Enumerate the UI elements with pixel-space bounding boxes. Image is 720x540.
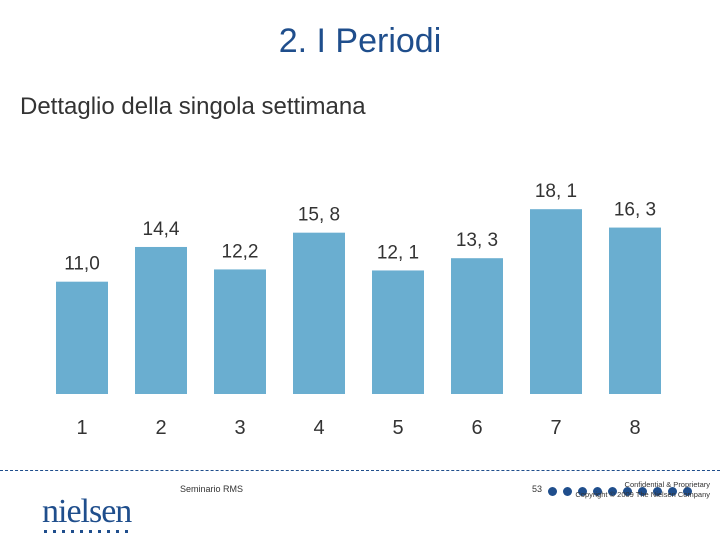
data-label-7: 18, 1 (535, 181, 577, 202)
data-label-6: 13, 3 (456, 230, 498, 251)
data-label-1: 11,0 (64, 254, 100, 275)
category-label-7: 7 (550, 417, 561, 439)
data-label-4: 15, 8 (298, 205, 340, 226)
bar-3 (214, 269, 266, 394)
bar-1 (56, 281, 108, 394)
category-label-3: 3 (234, 417, 245, 439)
bar-7 (530, 209, 582, 394)
copyright-notice: Confidential & Proprietary Copyright © 2… (575, 480, 710, 500)
bar-4 (293, 232, 345, 394)
bar-6 (451, 258, 503, 394)
data-label-5: 12, 1 (377, 242, 419, 263)
copyright-line: Copyright © 2009 The Nielsen Company (575, 490, 710, 499)
data-label-3: 12,2 (222, 241, 259, 262)
footer-divider (0, 470, 720, 471)
footer-dot (593, 487, 602, 496)
data-label-2: 14,4 (143, 219, 180, 240)
footer-dot (578, 487, 587, 496)
footer-dot (668, 487, 677, 496)
category-label-1: 1 (76, 417, 87, 439)
category-label-2: 2 (155, 417, 166, 439)
bar-2 (135, 246, 187, 394)
presentation-name: Seminario RMS (180, 484, 244, 494)
footer-dot (623, 487, 632, 496)
nielsen-logo: nielsen (42, 493, 132, 530)
category-label-4: 4 (313, 417, 324, 439)
confidential-line: Confidential & Proprietary (624, 480, 710, 489)
category-label-8: 8 (629, 417, 640, 439)
bar-chart: 11,0 1 14,4 2 12,2 3 15, 8 4 12, 1 5 13, 3 6 18, 1 7 1… (56, 181, 661, 439)
bar-8 (609, 227, 661, 394)
data-label-8: 16, 3 (614, 200, 656, 221)
slide-title: 2. I Periodi (278, 22, 442, 60)
footer-dot (608, 487, 617, 496)
footer-dot (548, 487, 557, 496)
footer-dot-row (548, 487, 692, 496)
bar-5 (372, 270, 424, 394)
footer-dot (683, 487, 692, 496)
footer-dot (638, 487, 647, 496)
category-label-6: 6 (471, 417, 482, 439)
slide-subtitle: Dettaglio della singola settimana (20, 93, 366, 120)
nielsen-logo-dots (44, 530, 128, 533)
footer-dot (563, 487, 572, 496)
footer-dot (653, 487, 662, 496)
page-number: 53 (532, 484, 543, 494)
category-label-5: 5 (392, 417, 403, 439)
